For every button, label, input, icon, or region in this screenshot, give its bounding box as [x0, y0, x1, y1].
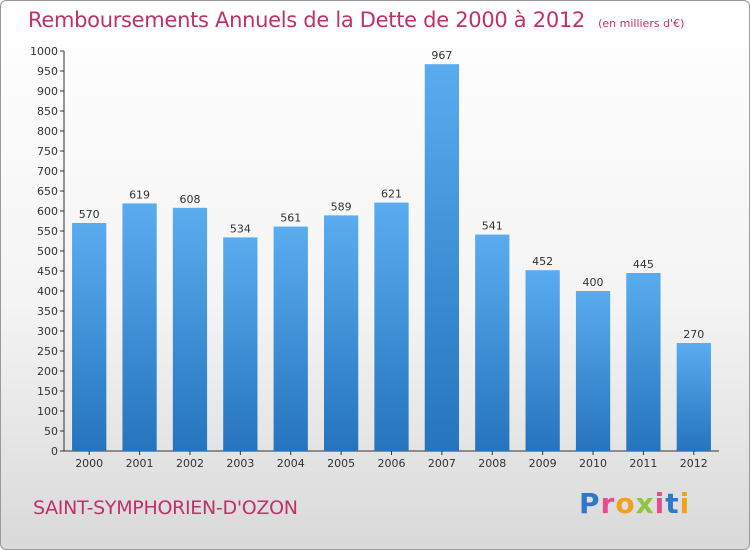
- chart-title: Remboursements Annuels de la Dette de 20…: [28, 8, 585, 32]
- bar-2001: [122, 203, 157, 451]
- logo-letter: i: [654, 487, 666, 520]
- x-tick-label-2009: 2009: [529, 457, 557, 470]
- x-tick-label-2003: 2003: [226, 457, 254, 470]
- proxiti-logo: Proxiti: [579, 487, 690, 520]
- y-tick-label: 350: [37, 305, 58, 318]
- x-tick-label-2002: 2002: [176, 457, 204, 470]
- y-tick-label: 800: [37, 125, 58, 138]
- y-tick-label: 400: [37, 285, 58, 298]
- bar-2010: [575, 291, 611, 451]
- y-tick-label: 700: [37, 165, 58, 178]
- data-label-2007: 967: [431, 49, 452, 62]
- data-label-2003: 534: [230, 222, 251, 235]
- y-tick-label: 0: [51, 445, 58, 458]
- bar-2011: [626, 273, 661, 451]
- logo-letter: t: [665, 487, 680, 520]
- chart-subtitle: (en milliers d'€): [598, 17, 685, 30]
- bar-2005: [323, 215, 359, 451]
- x-tick-label-2010: 2010: [579, 457, 607, 470]
- commune-name: SAINT-SYMPHORIEN-D'OZON: [33, 497, 298, 519]
- data-label-2000: 570: [79, 208, 100, 221]
- bar-2012: [676, 343, 711, 451]
- x-tick-label-2011: 2011: [629, 457, 657, 470]
- x-tick-label-2005: 2005: [327, 457, 355, 470]
- y-tick-label: 200: [37, 365, 58, 378]
- x-tick-label-2000: 2000: [75, 457, 103, 470]
- data-label-2002: 608: [179, 193, 200, 206]
- data-label-2001: 619: [129, 188, 150, 201]
- data-label-2009: 452: [532, 255, 553, 268]
- x-tick-label-2006: 2006: [378, 457, 406, 470]
- bar-2006: [374, 202, 409, 451]
- y-tick-label: 650: [37, 185, 58, 198]
- bar-2009: [525, 270, 560, 451]
- x-tick-label-2008: 2008: [478, 457, 506, 470]
- data-label-2004: 561: [280, 212, 301, 225]
- y-tick-label: 150: [37, 385, 58, 398]
- data-label-2008: 541: [482, 220, 503, 233]
- data-label-2012: 270: [683, 328, 704, 341]
- logo-letter: P: [579, 487, 601, 520]
- y-axis: 0 50 100 150 200 250 300 350 400 450 500 550 600 650 7…: [30, 45, 65, 458]
- y-tick-label: 900: [37, 85, 58, 98]
- bar-2008: [475, 234, 510, 451]
- bar-2007: [424, 64, 460, 451]
- data-label-2011: 445: [633, 258, 654, 271]
- y-tick-label: 50: [44, 425, 58, 438]
- y-tick-label: 950: [37, 65, 58, 78]
- y-tick-label: 450: [37, 265, 58, 278]
- y-tick-label: 850: [37, 105, 58, 118]
- bar-2000: [72, 223, 107, 451]
- x-tick-label-2001: 2001: [126, 457, 154, 470]
- y-tick-label: 500: [37, 245, 58, 258]
- bars: 570 619 608 534 561 589 621 967 541 452 400 445 270: [72, 49, 711, 451]
- bar-2003: [223, 237, 258, 451]
- logo-letter: o: [615, 487, 636, 520]
- y-tick-label: 750: [37, 145, 58, 158]
- y-tick-label: 550: [37, 225, 58, 238]
- x-tick-label-2012: 2012: [680, 457, 708, 470]
- y-tick-label: 100: [37, 405, 58, 418]
- y-tick-label: 1000: [30, 45, 58, 58]
- logo-letter: i: [679, 487, 691, 520]
- x-axis: 2000 2001 2002 2003 2004 2005 2006 2007 2008 2009…: [64, 450, 719, 470]
- title-row: Remboursements Annuels de la Dette de 20…: [28, 8, 684, 32]
- y-tick-label: 250: [37, 345, 58, 358]
- logo-letter: r: [600, 487, 616, 520]
- y-tick-label: 300: [37, 325, 58, 338]
- data-label-2010: 400: [583, 276, 604, 289]
- bar-2002: [172, 207, 208, 451]
- logo-letter: x: [635, 487, 655, 520]
- x-tick-label-2004: 2004: [277, 457, 305, 470]
- data-label-2006: 621: [381, 188, 402, 201]
- data-label-2005: 589: [331, 200, 352, 213]
- x-tick-label-2007: 2007: [428, 457, 456, 470]
- bar-2004: [273, 226, 308, 451]
- y-tick-label: 600: [37, 205, 58, 218]
